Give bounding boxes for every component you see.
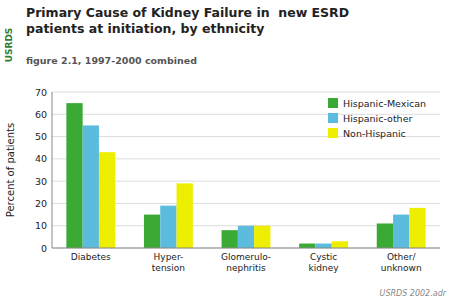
y-tick-label: 70 [35, 87, 47, 98]
bar [315, 244, 331, 248]
legend-label: Hispanic-other [343, 113, 412, 124]
grid [52, 92, 440, 248]
bar [238, 226, 254, 248]
x-tick-label: Other/unknown [381, 252, 422, 273]
sidebar-label: USRDS [4, 28, 14, 63]
bar [160, 206, 176, 248]
bar [377, 223, 393, 248]
x-tick-label: Hyper-tension [152, 252, 185, 273]
legend-swatch [328, 98, 338, 108]
y-tick-label: 50 [35, 131, 47, 142]
subtitle: figure 2.1, 1997-2000 combined [26, 55, 197, 66]
bar [254, 226, 270, 248]
y-tick-label: 0 [41, 243, 47, 254]
y-tick-label: 40 [35, 153, 47, 164]
x-tick-label: Glomerulo-nephritis [221, 252, 271, 273]
x-axis [52, 248, 440, 249]
bar [99, 152, 115, 248]
bar [83, 125, 99, 248]
legend-swatch [328, 113, 338, 123]
legend: Hispanic-Mexican Hispanic-other Non-Hispan… [328, 98, 426, 139]
y-tick-label: 30 [35, 176, 47, 187]
legend-label: Non-Hispanic [343, 128, 406, 139]
bars [66, 103, 425, 248]
grid-line [52, 92, 440, 93]
grid-line [52, 248, 440, 249]
bar [299, 244, 315, 248]
y-tick-label: 60 [35, 109, 47, 120]
bar [177, 183, 193, 248]
watermark: USRDS 2002.adr [380, 289, 447, 298]
bar [332, 241, 348, 248]
legend-label: Hispanic-Mexican [343, 98, 426, 109]
x-tick-label: Diabetes [71, 252, 111, 262]
bar [66, 103, 82, 248]
x-tick-label: Cystickidney [309, 252, 340, 273]
y-axis-label: Percent of patients [5, 123, 16, 217]
y-tick-label: 20 [35, 198, 47, 209]
bar [222, 230, 238, 248]
bar [144, 215, 160, 248]
y-tick-label: 10 [35, 220, 47, 231]
bar [393, 215, 409, 248]
chart: USRDS Primary Cause of Kidney Failure in … [0, 0, 450, 300]
y-axis [52, 92, 53, 248]
title: Primary Cause of Kidney Failure in new E… [26, 5, 349, 36]
bar [409, 208, 425, 248]
legend-swatch [328, 128, 338, 138]
